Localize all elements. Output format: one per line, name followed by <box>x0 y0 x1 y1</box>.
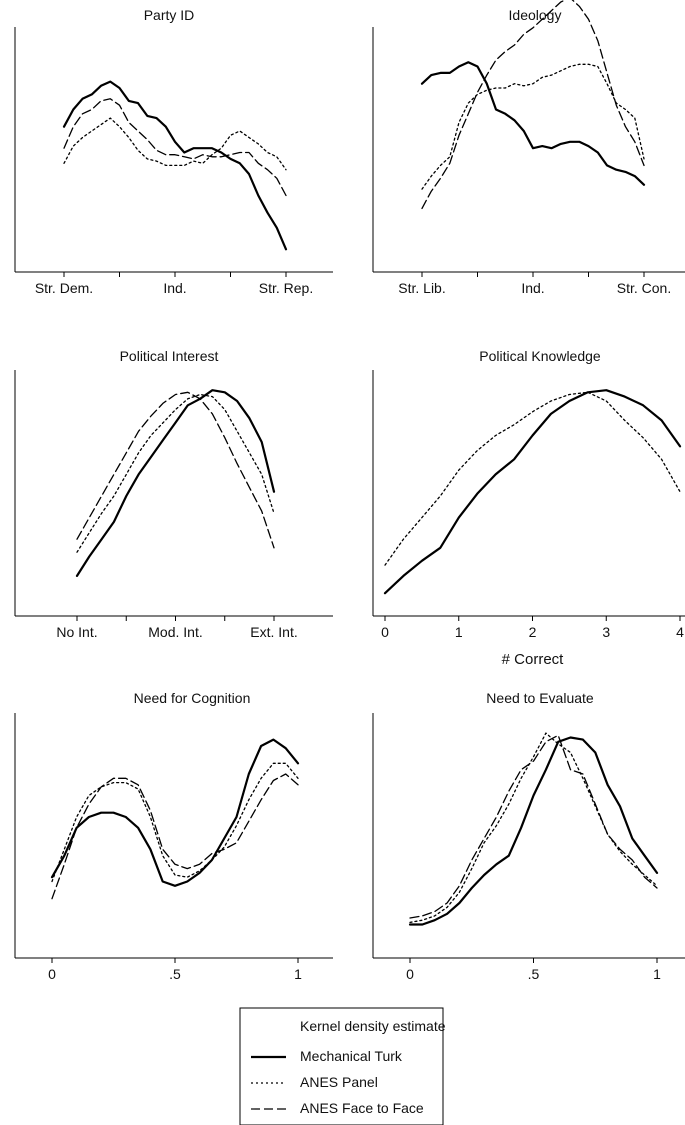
x-tick-label: No Int. <box>56 624 97 640</box>
legend-title: Kernel density estimate <box>300 1018 446 1034</box>
x-tick-label: Ind. <box>521 280 544 296</box>
legend-box <box>239 1007 444 1125</box>
series-line-anes-panel <box>409 732 658 924</box>
panel-title: Need to Evaluate <box>486 690 594 706</box>
panel-title: Party ID <box>144 7 195 23</box>
x-tick-label: Str. Lib. <box>398 280 445 296</box>
panel-ideology: Ideology Str. Lib. Ind. Str. Con. <box>372 0 685 296</box>
x-tick-label: Ext. Int. <box>250 624 297 640</box>
x-tick-label: .5 <box>528 966 540 982</box>
panel-need-for-cognition: Need for Cognition 0 .5 1 <box>14 690 333 982</box>
series-line-anes-face-to-face <box>51 773 299 900</box>
series-line-anes-panel <box>421 63 645 190</box>
series-line-mechanical-turk <box>408 736 659 926</box>
series-line-anes-panel <box>384 391 681 566</box>
series-line-mechanical-turk <box>50 738 300 887</box>
series-line-anes-panel <box>63 117 287 171</box>
panel-title: Need for Cognition <box>134 690 251 706</box>
x-tick-label: Str. Rep. <box>259 280 313 296</box>
series-line-mechanical-turk <box>75 389 276 578</box>
series-line-mechanical-turk <box>383 389 682 595</box>
x-tick-label: Mod. Int. <box>148 624 202 640</box>
series-line-mechanical-turk <box>420 61 646 186</box>
x-tick-label: 1 <box>455 624 463 640</box>
x-tick-label: Str. Dem. <box>35 280 93 296</box>
x-tick-label: 0 <box>406 966 414 982</box>
legend-label-anes-face-to-face: ANES Face to Face <box>300 1100 424 1116</box>
series-line-mechanical-turk <box>62 80 288 251</box>
panel-need-to-evaluate: Need to Evaluate 0 .5 1 <box>372 690 685 982</box>
series-line-anes-panel <box>51 762 299 883</box>
series-line-anes-face-to-face <box>76 391 275 549</box>
panel-title: Ideology <box>509 7 562 23</box>
x-tick-label: .5 <box>169 966 181 982</box>
x-tick-label: 0 <box>48 966 56 982</box>
x-tick-label: 2 <box>529 624 537 640</box>
series-line-anes-panel <box>76 393 275 553</box>
x-tick-label: Ind. <box>163 280 186 296</box>
x-tick-label: 0 <box>381 624 389 640</box>
panel-title: Political Interest <box>120 348 219 364</box>
panels-group: Party ID Str. Dem. Ind. Str. Rep. Ideology St… <box>14 0 685 982</box>
legend-label-mechanical-turk: Mechanical Turk <box>300 1048 403 1064</box>
panel-political-knowledge: Political Knowledge 0 1 2 3 4 # Correct <box>372 348 685 668</box>
legend: Kernel density estimate Mechanical Turk … <box>239 1007 446 1125</box>
series-line-anes-face-to-face <box>421 0 645 210</box>
x-tick-label: Str. Con. <box>617 280 671 296</box>
panel-party-id: Party ID Str. Dem. Ind. Str. Rep. <box>14 7 333 296</box>
panel-political-interest: Political Interest No Int. Mod. Int. Ext. I… <box>14 348 333 640</box>
series-line-anes-face-to-face <box>409 734 658 919</box>
x-tick-label: 4 <box>676 624 684 640</box>
x-axis-title: # Correct <box>502 651 565 668</box>
x-tick-label: 1 <box>653 966 661 982</box>
legend-label-anes-panel: ANES Panel <box>300 1074 378 1090</box>
panel-title: Political Knowledge <box>479 348 601 364</box>
x-tick-label: 1 <box>294 966 302 982</box>
series-line-anes-face-to-face <box>63 98 287 197</box>
x-tick-label: 3 <box>602 624 610 640</box>
